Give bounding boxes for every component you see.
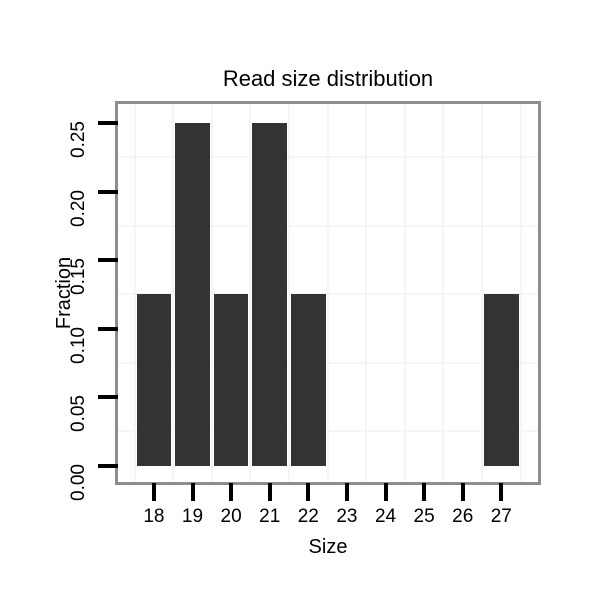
x-tick-label-19: 19	[181, 506, 204, 527]
x-tick-22	[306, 483, 311, 501]
y-tick-label-0.25: 0.25	[68, 121, 89, 159]
gridline-horizontal	[118, 156, 538, 159]
gridline-vertical	[172, 104, 175, 482]
chart-title: Read size distribution	[222, 66, 434, 91]
y-tick-0.05	[98, 395, 118, 400]
bar-size-20	[213, 294, 249, 466]
x-tick-label-27: 27	[490, 506, 512, 527]
x-tick-label-21: 21	[259, 506, 281, 527]
x-tick-label-22: 22	[297, 506, 319, 527]
gridline-horizontal	[118, 361, 538, 364]
gridline-horizontal	[118, 293, 538, 296]
gridline-vertical	[403, 104, 406, 482]
y-tick-label-0.10: 0.10	[68, 326, 89, 364]
x-tick-20	[229, 483, 234, 501]
gridline-vertical	[519, 104, 522, 482]
x-tick-label-26: 26	[452, 506, 474, 527]
plot-panel	[115, 101, 541, 485]
y-tick-label-0.00: 0.00	[68, 463, 89, 501]
gridline-vertical	[365, 104, 368, 482]
y-tick-label-0.05: 0.05	[68, 395, 89, 433]
y-axis-title: Fraction	[53, 256, 75, 330]
gridline-vertical	[288, 104, 290, 482]
gridline-horizontal	[118, 224, 538, 227]
y-tick-0.25	[98, 121, 118, 126]
gridline-vertical	[481, 104, 484, 482]
x-tick-label-23: 23	[336, 506, 358, 527]
x-tick-label-18: 18	[143, 506, 165, 527]
x-tick-19	[190, 483, 195, 501]
x-tick-18	[151, 483, 156, 501]
y-tick-0.15	[98, 258, 118, 263]
bar-size-19	[175, 123, 210, 466]
x-tick-label-25: 25	[413, 506, 435, 527]
x-axis-title: Size	[308, 536, 348, 558]
bar-size-18	[136, 294, 172, 466]
x-tick-26	[460, 483, 465, 501]
x-tick-label-24: 24	[374, 506, 397, 527]
gridline-vertical	[249, 104, 252, 482]
gridline-vertical	[210, 104, 213, 482]
x-tick-23	[344, 483, 349, 501]
gridline-vertical	[326, 104, 329, 482]
bar-size-22	[290, 294, 326, 466]
bar-size-27	[483, 294, 519, 466]
y-tick-0.20	[98, 189, 118, 194]
x-tick-24	[383, 483, 388, 501]
y-tick-label-0.20: 0.20	[68, 189, 89, 227]
x-tick-25	[422, 483, 427, 501]
gridline-vertical	[133, 104, 136, 482]
y-tick-0.10	[98, 326, 118, 331]
y-tick-0.00	[98, 463, 118, 468]
x-tick-27	[499, 483, 504, 501]
gridline-vertical	[442, 104, 445, 482]
x-tick-label-20: 20	[220, 506, 242, 527]
gridline-horizontal	[118, 430, 538, 433]
bar-size-21	[252, 123, 288, 466]
x-tick-21	[267, 483, 272, 501]
